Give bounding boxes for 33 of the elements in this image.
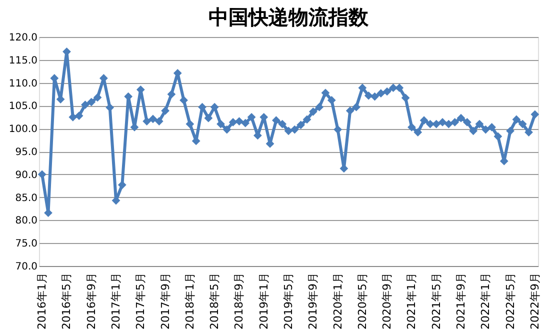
x-tick-label: 2022年1月: [479, 272, 492, 330]
x-tick-label: 2017年9月: [158, 272, 172, 330]
x-tick-label: 2016年1月: [36, 272, 49, 330]
y-tick-label: 80.0: [15, 216, 38, 227]
y-tick-label: 75.0: [15, 238, 38, 250]
x-tick-label: 2020年5月: [356, 272, 369, 330]
x-tick-label: 2021年5月: [430, 272, 443, 330]
x-tick-label: 2018年1月: [183, 272, 196, 330]
x-tick-label: 2017年1月: [110, 272, 123, 330]
y-tick-label: 100.0: [8, 124, 38, 136]
y-tick-label: 115.0: [8, 55, 38, 66]
y-tick-label: 105.0: [8, 101, 38, 112]
x-tick-label: 2019年9月: [306, 272, 320, 330]
x-tick-label: 2020年9月: [380, 272, 394, 330]
y-tick-label: 95.0: [15, 147, 38, 158]
y-tick-label: 90.0: [15, 170, 38, 181]
x-tick-label: 2019年1月: [257, 272, 270, 330]
x-tick-label: 2018年9月: [232, 272, 246, 330]
x-tick-label: 2022年5月: [504, 272, 517, 330]
x-tick-label: 2021年9月: [454, 272, 468, 330]
x-tick-label: 2020年1月: [331, 272, 344, 330]
y-tick-label: 120.0: [8, 32, 38, 44]
x-tick-label: 2016年9月: [84, 272, 98, 330]
chart-title: 中国快递物流指数: [208, 5, 370, 29]
x-tick-label: 2016年5月: [60, 272, 74, 330]
x-tick-label: 2021年1月: [405, 272, 418, 330]
x-tick-label: 2018年5月: [208, 272, 222, 330]
x-tick-label: 2019年5月: [282, 272, 295, 330]
y-tick-label: 85.0: [15, 192, 38, 204]
x-tick-label: 2022年9月: [528, 272, 542, 330]
y-tick-label: 110.0: [8, 78, 38, 90]
y-tick-label: 70.0: [15, 262, 38, 272]
x-tick-label: 2017年5月: [134, 272, 148, 330]
